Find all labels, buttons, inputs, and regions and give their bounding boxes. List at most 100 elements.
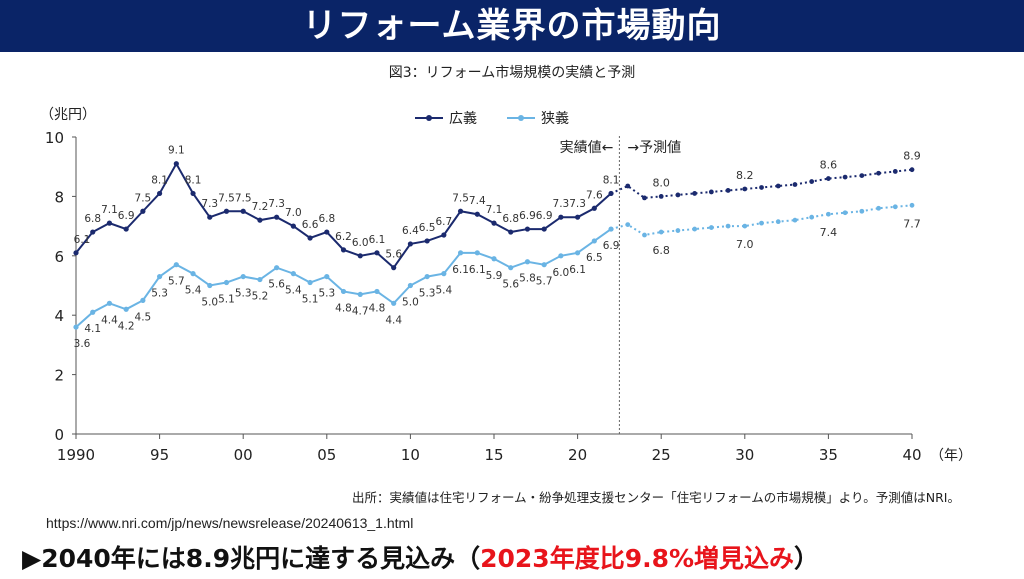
x-tick-label: 40	[902, 446, 921, 464]
data-label: 6.8	[502, 213, 519, 225]
source-url[interactable]: https://www.nri.com/jp/news/newsrelease/…	[46, 515, 414, 531]
conclusion-highlight: 2023年度比9.8%増見込み	[480, 544, 795, 573]
data-point	[391, 265, 397, 271]
data-point-forecast	[809, 214, 815, 220]
data-point	[575, 214, 581, 220]
data-label: 7.3	[553, 198, 570, 210]
data-point-forecast	[842, 174, 848, 180]
data-label: 6.1	[369, 234, 386, 246]
data-point	[207, 214, 213, 220]
conclusion-text: ▶2040年には8.9兆円に達する見込み（2023年度比9.8%増見込み）	[22, 539, 819, 575]
data-point-forecast	[642, 232, 647, 238]
data-point	[274, 214, 280, 220]
data-label: 6.0	[352, 237, 369, 249]
data-label: 7.4	[469, 195, 486, 207]
data-label: 5.7	[168, 276, 185, 288]
data-point-forecast	[625, 183, 631, 189]
data-point	[157, 190, 163, 197]
data-point	[524, 226, 531, 232]
legend-marker	[426, 115, 432, 121]
data-label: 4.5	[135, 311, 152, 323]
data-label: 5.1	[218, 294, 235, 306]
forecast-data-label: 8.9	[903, 150, 921, 163]
data-point	[140, 208, 146, 214]
data-label: 5.0	[201, 297, 218, 309]
data-point	[173, 262, 179, 268]
data-point	[407, 282, 413, 289]
data-point-forecast	[826, 211, 831, 217]
data-point	[357, 253, 363, 259]
forecast-data-label: 8.2	[736, 169, 754, 182]
data-point-forecast	[775, 219, 781, 225]
x-tick-label: 30	[735, 446, 754, 464]
data-label: 6.0	[553, 267, 570, 279]
data-point	[90, 229, 96, 235]
x-tick-label: 95	[150, 446, 169, 464]
data-point-forecast	[909, 167, 915, 173]
data-label: 4.1	[84, 323, 101, 335]
data-label: 6.4	[402, 225, 419, 237]
x-tick-label: 25	[652, 446, 671, 464]
data-label: 6.1	[469, 264, 486, 276]
data-point	[190, 190, 196, 197]
data-label: 8.1	[603, 174, 620, 186]
data-point	[324, 273, 330, 280]
data-label: 6.8	[84, 213, 101, 225]
conclusion-suffix: ）	[794, 544, 820, 573]
data-label: 6.7	[435, 216, 452, 228]
series-line-forecast	[610, 204, 913, 237]
data-label: 6.1	[569, 264, 586, 276]
data-point-forecast	[625, 222, 631, 228]
data-point	[223, 208, 230, 214]
data-point	[541, 262, 547, 268]
data-point	[424, 273, 430, 280]
data-label: 7.0	[285, 207, 302, 219]
data-label: 7.3	[569, 198, 586, 210]
source-note: 出所：実績値は住宅リフォーム・紛争処理支援センター「住宅リフォームの市場規模」よ…	[352, 490, 960, 505]
y-tick-label: 8	[54, 188, 64, 206]
y-tick-label: 4	[54, 307, 64, 325]
data-point	[307, 235, 313, 241]
data-point-forecast	[658, 194, 664, 199]
data-label: 5.3	[318, 288, 335, 300]
data-label: 6.1	[74, 234, 91, 246]
data-point	[407, 241, 413, 247]
conclusion-prefix: ▶2040年には8.9兆円に達する見込み（	[22, 544, 481, 573]
data-label: 3.6	[74, 338, 91, 350]
data-point-forecast	[859, 208, 865, 214]
data-point	[457, 250, 464, 256]
data-label: 5.4	[285, 285, 302, 297]
data-label: 5.3	[419, 288, 436, 300]
data-point	[157, 273, 163, 280]
data-label: 8.1	[185, 174, 202, 186]
y-axis-label: （兆円）	[40, 107, 96, 123]
forecast-data-label: 7.0	[736, 238, 754, 251]
data-point	[591, 238, 597, 244]
data-label: 7.1	[101, 204, 118, 216]
data-label: 7.5	[452, 192, 469, 204]
legend-label: 狭義	[541, 110, 569, 127]
data-point-forecast	[725, 188, 731, 193]
slide-title: リフォーム業界の市場動向	[302, 6, 722, 46]
data-point	[575, 250, 581, 256]
data-point-forecast	[892, 169, 898, 174]
data-point-forecast	[742, 186, 748, 192]
data-label: 4.4	[101, 314, 118, 326]
data-point	[123, 226, 129, 232]
data-point	[257, 217, 263, 223]
data-label: 5.0	[402, 297, 419, 309]
data-label: 5.3	[151, 288, 168, 300]
data-point	[290, 223, 296, 229]
x-tick-label: 1990	[57, 446, 95, 464]
data-point	[106, 220, 113, 226]
forecast-data-label: 8.6	[820, 159, 838, 172]
data-label: 7.2	[252, 201, 269, 213]
data-point-forecast	[725, 223, 731, 229]
data-point-forecast	[692, 191, 698, 196]
forecast-data-label: 6.8	[652, 244, 670, 257]
data-point	[240, 208, 246, 214]
data-point-forecast	[675, 228, 681, 233]
data-point	[541, 226, 547, 232]
data-label: 4.8	[335, 302, 352, 314]
data-point	[608, 226, 614, 232]
